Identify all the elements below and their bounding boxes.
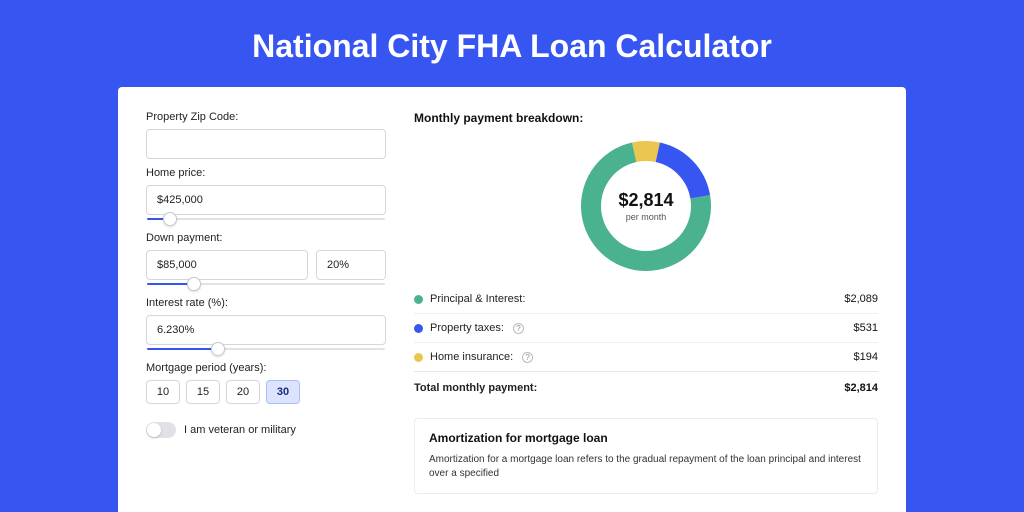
breakdown-row: Property taxes:? $531: [414, 313, 878, 342]
donut-chart: $2,814 per month: [414, 135, 878, 285]
breakdown-label: Property taxes:: [430, 322, 504, 334]
info-icon[interactable]: ?: [513, 323, 524, 334]
breakdown-title: Monthly payment breakdown:: [414, 111, 878, 125]
down-amount-input[interactable]: [146, 250, 308, 280]
amortization-section: Amortization for mortgage loan Amortizat…: [414, 418, 878, 494]
total-label: Total monthly payment:: [414, 382, 537, 394]
toggle-knob: [147, 423, 161, 437]
amortization-title: Amortization for mortgage loan: [429, 431, 863, 445]
zip-label: Property Zip Code:: [146, 111, 386, 123]
donut-amount: $2,814: [618, 190, 673, 211]
veteran-label: I am veteran or military: [184, 424, 296, 436]
slider-thumb[interactable]: [187, 277, 201, 291]
calculator-card: Property Zip Code: Home price: Down paym…: [118, 87, 906, 512]
down-slider[interactable]: [146, 279, 386, 289]
legend-dot: [414, 324, 423, 333]
down-label: Down payment:: [146, 232, 386, 244]
zip-input[interactable]: [146, 129, 386, 159]
total-row: Total monthly payment: $2,814: [414, 371, 878, 402]
breakdown-label: Principal & Interest:: [430, 293, 525, 305]
period-option-10[interactable]: 10: [146, 380, 180, 404]
donut-center: $2,814 per month: [581, 141, 711, 271]
info-icon[interactable]: ?: [522, 352, 533, 363]
total-value: $2,814: [844, 382, 878, 394]
period-label: Mortgage period (years):: [146, 362, 386, 374]
veteran-toggle[interactable]: [146, 422, 176, 438]
rate-input[interactable]: [146, 315, 386, 345]
legend-dot: [414, 353, 423, 362]
period-option-30[interactable]: 30: [266, 380, 300, 404]
legend-dot: [414, 295, 423, 304]
slider-track: [147, 218, 385, 220]
breakdown-row: Home insurance:? $194: [414, 342, 878, 371]
rate-slider[interactable]: [146, 344, 386, 354]
period-option-20[interactable]: 20: [226, 380, 260, 404]
period-option-15[interactable]: 15: [186, 380, 220, 404]
slider-fill: [147, 348, 219, 350]
price-slider[interactable]: [146, 214, 386, 224]
price-label: Home price:: [146, 167, 386, 179]
rate-label: Interest rate (%):: [146, 297, 386, 309]
breakdown-label: Home insurance:: [430, 351, 513, 363]
inputs-panel: Property Zip Code: Home price: Down paym…: [146, 111, 386, 494]
breakdown-panel: Monthly payment breakdown: $2,814 per mo…: [414, 111, 878, 494]
price-input[interactable]: [146, 185, 386, 215]
breakdown-value: $2,089: [844, 293, 878, 305]
slider-thumb[interactable]: [211, 342, 225, 356]
breakdown-rows: Principal & Interest: $2,089 Property taxe…: [414, 285, 878, 371]
down-pct-input[interactable]: [316, 250, 386, 280]
donut-subtext: per month: [626, 212, 667, 222]
breakdown-value: $531: [854, 322, 878, 334]
period-options: 10152030: [146, 380, 386, 404]
breakdown-row: Principal & Interest: $2,089: [414, 285, 878, 313]
slider-thumb[interactable]: [163, 212, 177, 226]
page-title: National City FHA Loan Calculator: [0, 0, 1024, 87]
amortization-text: Amortization for a mortgage loan refers …: [429, 453, 863, 481]
breakdown-value: $194: [854, 351, 878, 363]
